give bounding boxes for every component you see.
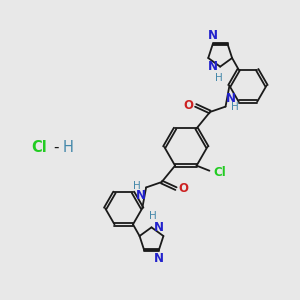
Text: O: O bbox=[184, 99, 194, 112]
Text: N: N bbox=[208, 60, 218, 73]
Text: N: N bbox=[154, 221, 164, 234]
Text: H: H bbox=[149, 212, 157, 221]
Text: N: N bbox=[136, 189, 146, 202]
Text: H: H bbox=[231, 102, 239, 112]
Text: O: O bbox=[178, 182, 188, 195]
Text: H: H bbox=[62, 140, 73, 154]
Text: Cl: Cl bbox=[213, 166, 226, 179]
Text: -: - bbox=[53, 140, 59, 154]
Text: N: N bbox=[208, 28, 218, 42]
Text: H: H bbox=[133, 181, 141, 190]
Text: N: N bbox=[154, 252, 164, 266]
Text: H: H bbox=[215, 73, 223, 82]
Text: Cl: Cl bbox=[32, 140, 47, 154]
Text: N: N bbox=[226, 92, 236, 105]
